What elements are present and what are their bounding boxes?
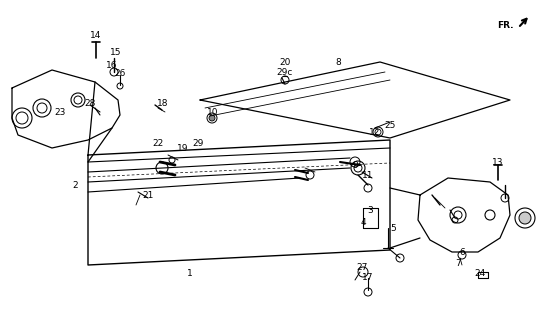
Text: 16: 16: [106, 60, 118, 69]
Text: 21: 21: [143, 190, 154, 199]
Text: 9: 9: [352, 161, 358, 170]
Text: 5: 5: [390, 223, 396, 233]
Text: 25: 25: [384, 121, 396, 130]
Text: 3: 3: [367, 205, 373, 214]
Text: 13: 13: [492, 157, 504, 166]
Text: 6: 6: [459, 247, 465, 257]
Circle shape: [209, 115, 215, 121]
Text: 29c: 29c: [277, 68, 293, 76]
Text: 22: 22: [152, 139, 164, 148]
Text: 23: 23: [54, 108, 66, 116]
Text: 2: 2: [72, 180, 78, 189]
Text: 26: 26: [114, 68, 126, 77]
Text: 10: 10: [207, 108, 219, 116]
Text: 29: 29: [192, 139, 204, 148]
Text: 17: 17: [362, 274, 374, 283]
Text: 20: 20: [279, 58, 291, 67]
Text: 7: 7: [455, 259, 461, 268]
Text: 11: 11: [362, 171, 374, 180]
Text: 4: 4: [360, 218, 366, 227]
Text: 8: 8: [335, 58, 341, 67]
Text: 28: 28: [85, 99, 96, 108]
Text: 27: 27: [356, 263, 367, 273]
Text: 12: 12: [369, 127, 380, 137]
Text: 15: 15: [110, 47, 122, 57]
Text: 18: 18: [157, 99, 169, 108]
Text: FR.: FR.: [498, 20, 514, 29]
Circle shape: [519, 212, 531, 224]
Text: 1: 1: [187, 268, 193, 277]
Text: 24: 24: [474, 268, 486, 277]
Text: 19: 19: [177, 143, 189, 153]
Text: 14: 14: [91, 30, 102, 39]
